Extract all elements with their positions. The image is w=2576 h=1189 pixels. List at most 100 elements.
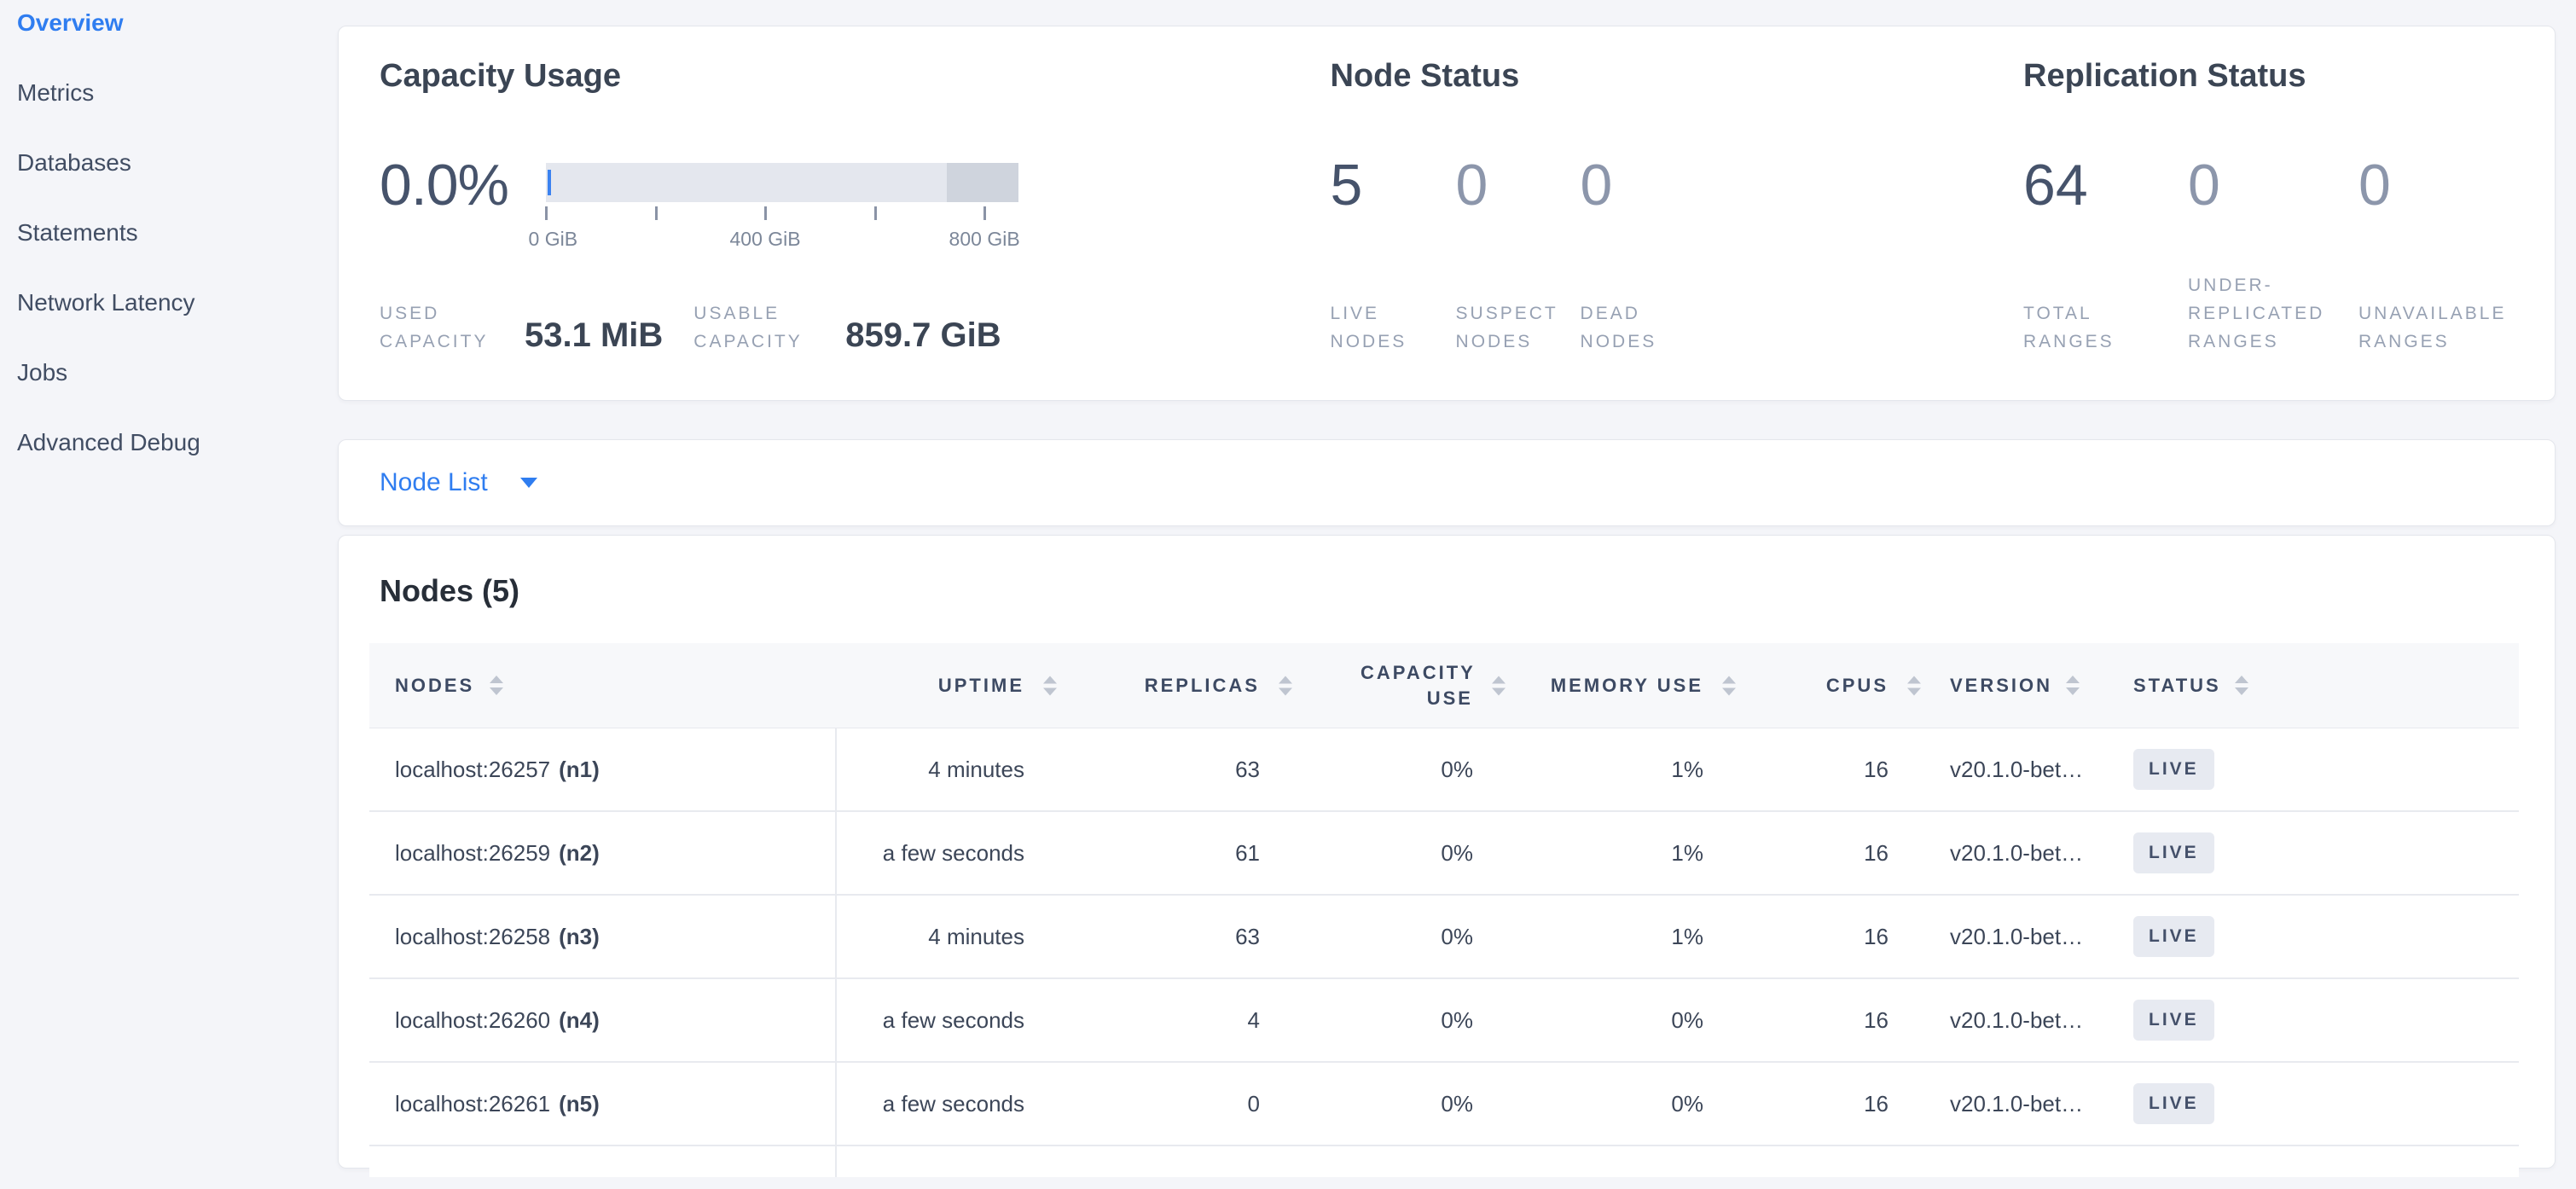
capacity-percent: 0.0% <box>380 153 509 218</box>
sidebar-item-advanced-debug[interactable]: Advanced Debug <box>17 429 200 455</box>
status-badge: LIVE <box>2133 749 2214 790</box>
status-cell: LIVE <box>2108 896 2519 977</box>
cpus-cell: 16 <box>1864 1006 1888 1033</box>
node-address-cell: localhost:26258 (n3) <box>369 896 837 977</box>
table-row-node-5[interactable]: localhost:26261 (n5) a few seconds 0 0% 0… <box>369 1063 2519 1146</box>
version-cell: v20.1.0-bet… <box>1950 756 2084 782</box>
suspect-nodes-value: 0 <box>1455 153 1488 218</box>
uptime-cell: 4 minutes <box>928 756 1024 782</box>
node-address-cell: localhost:26260 (n4) <box>369 979 837 1061</box>
total-ranges-label: TOTAL RANGES <box>2023 304 2115 351</box>
axis-tick <box>983 206 987 220</box>
main-content: Capacity Usage 0.0% <box>338 0 2556 1177</box>
column-header-status[interactable]: STATUS <box>2108 643 2519 728</box>
sidebar-item-network-latency[interactable]: Network Latency <box>17 289 195 316</box>
capacity-use-cell: 0% <box>1441 756 1473 782</box>
sidebar-item-jobs[interactable]: Jobs <box>17 359 68 386</box>
sidebar-item-overview[interactable]: Overview <box>17 9 124 36</box>
sort-icon <box>1043 676 1057 695</box>
nodes-table-header: NODES UPTIME REPLICAS CAPACITY USE MEMOR… <box>369 643 2519 728</box>
table-row-node-1[interactable]: localhost:26257 (n1) 4 minutes 63 0% 1% 1… <box>369 728 2519 812</box>
node-status-section: Node Status 5 LIVE NODES 0 SUSPECT NODES… <box>1331 55 2023 400</box>
suspect-nodes-stat: 0 SUSPECT NODES <box>1455 153 1581 356</box>
under-replicated-ranges-label: UNDER-REPLICATED RANGES <box>2188 276 2325 351</box>
axis-tick <box>654 206 658 220</box>
capacity-bar-track <box>546 163 1018 202</box>
status-cell: LIVE <box>2108 979 2519 1061</box>
capacity-axis <box>545 206 1018 221</box>
sort-icon <box>1492 676 1506 695</box>
column-header-memory-use[interactable]: MEMORY USE <box>1517 643 1748 728</box>
dead-nodes-value: 0 <box>1580 153 1613 218</box>
version-cell: v20.1.0-bet… <box>1950 1006 2084 1033</box>
axis-label-400gib: 400 GiB <box>729 228 801 250</box>
capacity-use-cell: 0% <box>1441 923 1473 949</box>
capacity-axis-labels: 0 GiB 400 GiB 800 GiB <box>529 228 1020 252</box>
axis-tick <box>764 206 768 220</box>
table-row-node-3[interactable]: localhost:26258 (n3) 4 minutes 63 0% 1% 1… <box>369 896 2519 979</box>
column-header-capacity-use[interactable]: CAPACITY USE <box>1304 643 1517 728</box>
capacity-gauge: 0.0% 0 GiB 400 GiB <box>380 153 1331 252</box>
column-header-version[interactable]: VERSION <box>1933 643 2108 728</box>
axis-tick <box>873 206 877 220</box>
live-nodes-label: LIVE NODES <box>1330 304 1407 351</box>
cpus-cell: 16 <box>1864 839 1888 866</box>
uptime-cell: a few seconds <box>882 1090 1024 1116</box>
capacity-usage-title: Capacity Usage <box>380 58 622 94</box>
node-address-cell: localhost:26259 (n2) <box>369 812 837 894</box>
column-label: UPTIME <box>937 674 1024 696</box>
version-cell: v20.1.0-bet… <box>1950 839 2084 866</box>
capacity-bar-chart: 0 GiB 400 GiB 800 GiB <box>529 163 1020 252</box>
status-badge: LIVE <box>2133 832 2214 873</box>
capacity-use-cell: 0% <box>1441 1090 1473 1116</box>
usable-capacity-stat: USABLE CAPACITY 859.7 GiB <box>693 299 1001 356</box>
column-header-replicas[interactable]: REPLICAS <box>1069 643 1304 728</box>
column-header-uptime[interactable]: UPTIME <box>837 643 1069 728</box>
column-header-cpus[interactable]: CPUS <box>1748 643 1933 728</box>
uptime-cell: 4 minutes <box>928 923 1024 949</box>
replicas-cell: 4 <box>1247 1006 1260 1033</box>
column-label: CPUS <box>1825 674 1888 696</box>
sort-icon <box>1279 676 1292 695</box>
table-row-node-2[interactable]: localhost:26259 (n2) a few seconds 61 0% … <box>369 812 2519 896</box>
status-cell: LIVE <box>2108 728 2519 810</box>
replicas-cell: 0 <box>1247 1090 1260 1116</box>
sidebar-item-metrics[interactable]: Metrics <box>17 79 95 106</box>
used-capacity-label: USED CAPACITY <box>380 304 489 351</box>
memory-use-cell: 0% <box>1671 1090 1703 1116</box>
replicas-cell: 63 <box>1235 923 1260 949</box>
dead-nodes-label: DEAD NODES <box>1580 304 1657 351</box>
table-row-node-4[interactable]: localhost:26260 (n4) a few seconds 4 0% 0… <box>369 979 2519 1063</box>
node-status-title: Node Status <box>1330 58 1520 94</box>
replication-status-section: Replication Status 64 TOTAL RANGES 0 UND… <box>2023 55 2555 400</box>
live-nodes-value: 5 <box>1330 153 1363 218</box>
node-list-dropdown[interactable]: Node List <box>338 439 2556 526</box>
sort-icon <box>1907 676 1921 695</box>
memory-use-cell: 1% <box>1671 839 1703 866</box>
usable-capacity-label: USABLE CAPACITY <box>693 304 803 351</box>
column-label: STATUS <box>2133 674 2221 696</box>
node-address-cell: localhost:26257 (n1) <box>369 728 837 810</box>
table-bottom-spacer <box>369 1146 2519 1177</box>
under-replicated-ranges-stat: 0 UNDER-REPLICATED RANGES <box>2188 153 2358 356</box>
memory-use-cell: 1% <box>1671 756 1703 782</box>
node-status-stats: 5 LIVE NODES 0 SUSPECT NODES 0 DEAD NODE… <box>1330 153 2023 356</box>
node-address-cell: localhost:26261 (n5) <box>369 1063 837 1145</box>
nodes-table-title: Nodes (5) <box>380 573 520 608</box>
column-label: CAPACITY USE <box>1361 661 1476 709</box>
replicas-cell: 63 <box>1235 756 1260 782</box>
replication-stats: 64 TOTAL RANGES 0 UNDER-REPLICATED RANGE… <box>2023 153 2555 356</box>
live-nodes-stat: 5 LIVE NODES <box>1330 153 1456 356</box>
column-header-nodes[interactable]: NODES <box>369 643 837 728</box>
dead-nodes-stat: 0 DEAD NODES <box>1580 153 1751 356</box>
status-badge: LIVE <box>2133 916 2214 957</box>
under-replicated-ranges-value: 0 <box>2188 153 2220 218</box>
cpus-cell: 16 <box>1864 923 1888 949</box>
column-divider <box>369 1146 837 1177</box>
sidebar-item-databases[interactable]: Databases <box>17 149 131 176</box>
column-label: VERSION <box>1950 674 2053 696</box>
sidebar-item-statements[interactable]: Statements <box>17 219 138 246</box>
total-ranges-stat: 64 TOTAL RANGES <box>2023 156 2188 356</box>
memory-use-cell: 0% <box>1671 1006 1703 1033</box>
